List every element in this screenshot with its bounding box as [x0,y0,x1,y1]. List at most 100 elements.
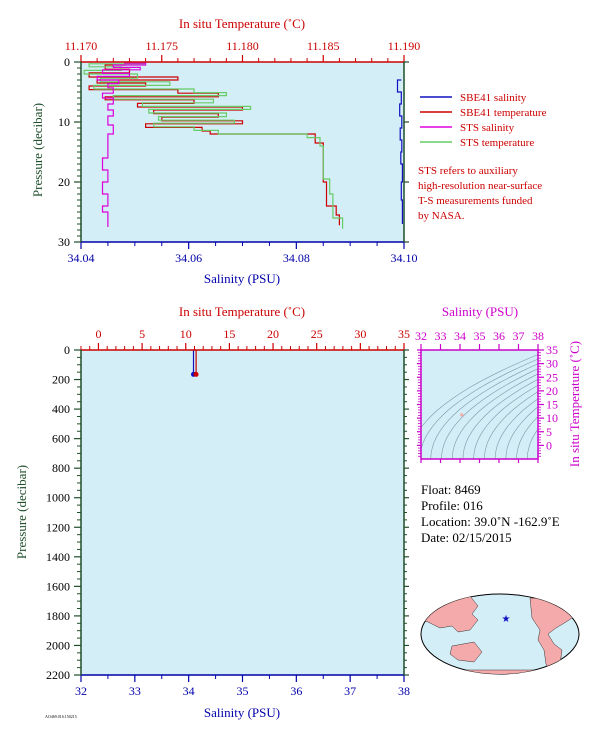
ts-contour-line [441,368,538,459]
bottom-left-tick-label: 2000 [46,638,70,652]
bottom-bottom-tick-label: 38 [398,684,410,698]
bottom-left-tick-label: 1200 [46,520,70,534]
bottom-top-tick-label: 0 [95,327,101,341]
ts-contour-line [473,384,538,459]
map-land-americas [529,597,579,674]
top-left-tick-label: 10 [58,115,70,129]
bottom-panel-bottom-axis-title: Salinity (PSU) [204,705,280,720]
ts-right-axis-title: In situ Temperature (˚C) [567,341,582,467]
top-bottom-tick-label: 34.06 [175,251,202,265]
bottom-panel-tick-labels: 32 33 34 35 36 37 38 0 5 10 15 20 25 30 35 0 200 400 600 80… [46,327,410,698]
top-bottom-tick-label: 34.08 [283,251,310,265]
ts-top-tick-label: 37 [513,329,525,343]
bottom-panel: 32 33 34 35 36 37 38 0 5 10 15 20 25 30 35 0 200 400 600 80… [14,304,410,720]
float-number: Float: 8469 [421,482,481,497]
ts-contour-line [451,373,538,459]
bottom-bottom-tick-label: 35 [237,684,249,698]
bottom-left-tick-label: 200 [52,373,70,387]
profile-date: Date: 02/15/2015 [421,530,512,545]
top-top-tick-label: 11.180 [226,39,259,53]
map-land-australia [449,641,483,663]
legend: SBE41 salinity SBE41 temperature STS sal… [418,92,547,222]
top-panel-tick-labels: 34.04 34.06 34.08 34.10 11.170 11.175 11.180 11… [58,39,420,265]
bottom-top-tick-label: 30 [354,327,366,341]
series-sts-salinity [96,62,147,227]
top-panel: 34.04 34.06 34.08 34.10 11.170 11.175 11.180 11… [30,16,420,286]
bottom-top-tick-label: 10 [180,327,192,341]
bottom-top-tick-label: 35 [398,327,410,341]
ts-contour-line [516,416,538,459]
ts-frame [420,349,539,460]
bottom-bottom-tick-label: 36 [290,684,302,698]
bottom-panel-series [191,350,199,377]
top-top-tick-label: 11.170 [65,39,98,53]
footer-code: AO469.016.150215 [45,714,77,719]
ts-contour-line [462,379,538,459]
ts-top-tick-label: 34 [454,329,466,343]
ts-top-tick-label: 36 [493,329,505,343]
top-panel-top-axis-title: In situ Temperature (˚C) [179,16,305,31]
series-sts-temperature [83,63,344,229]
bottom-left-tick-label: 1000 [46,491,70,505]
ts-point [460,413,464,417]
bottom-bottom-tick-label: 33 [129,684,141,698]
legend-label-sts-salinity: STS salinity [460,122,515,134]
series-sbe41-salinity [396,79,403,224]
ts-contour-line [505,406,538,459]
ts-contour-line [421,358,538,452]
ts-points [460,413,464,417]
ts-top-tick-label: 32 [415,329,427,343]
ts-density-contours [421,354,538,459]
top-top-tick-label: 11.190 [388,39,421,53]
bottom-top-tick-label: 25 [311,327,323,341]
world-map: ★ [420,593,580,675]
legend-label-sts-temperature: STS temperature [460,137,534,149]
float-position-marker: ★ [502,614,511,625]
ts-contour-line [484,391,538,459]
bottom-bottom-tick-label: 32 [75,684,87,698]
bottom-left-tick-label: 0 [64,343,70,357]
top-left-tick-label: 20 [58,175,70,189]
top-left-tick-label: 0 [64,55,70,69]
top-panel-left-axis-title: Pressure (decibar) [30,103,45,197]
legend-note-line-4: by NASA. [418,210,465,222]
legend-note-line-2: high-resolution near-surface [418,180,542,192]
profile-number: Profile: 016 [421,498,483,513]
ts-right-tick-label: 20 [546,384,558,398]
top-top-tick-label: 11.185 [307,39,340,53]
ts-right-tick-label: 0 [546,438,552,452]
bottom-panel-left-axis-title: Pressure (decibar) [14,465,29,559]
top-top-tick-label: 11.175 [145,39,178,53]
legend-label-sbe41-salinity: SBE41 salinity [460,92,527,104]
float-info: Float: 8469 Profile: 016 Location: 39.0˚… [421,482,560,545]
bottom-bottom-tick-label: 34 [183,684,195,698]
ts-right-tick-label: 5 [546,425,552,439]
ts-right-tick-label: 10 [546,411,558,425]
ts-right-tick-label: 35 [546,343,558,357]
bottom-top-tick-label: 20 [267,327,279,341]
top-panel-bottom-axis-title: Salinity (PSU) [204,271,280,286]
top-panel-series [83,62,403,229]
legend-label-sbe41-temperature: SBE41 temperature [460,107,547,119]
bottom-left-tick-label: 1800 [46,609,70,623]
bottom-top-tick-label: 5 [139,327,145,341]
ts-contour-line [421,354,538,429]
bottom-left-tick-label: 1400 [46,550,70,564]
map-land-antarctica [421,669,579,674]
bottom-panel-top-axis-title: In situ Temperature (˚C) [179,304,305,319]
ts-contour-line [527,428,538,459]
bottom-panel-plot-area [81,350,404,675]
top-panel-plot-area [81,62,404,242]
ts-right-tick-label: 25 [546,370,558,384]
ts-plot-area [421,350,538,459]
ts-top-tick-label: 38 [532,329,544,343]
bottom-top-tick-label: 15 [223,327,235,341]
series-endpoint-sbe41-temperature [193,371,199,377]
ts-right-tick-label: 30 [546,357,558,371]
legend-note-line-1: STS refers to auxiliary [418,165,518,177]
ts-contour-line [430,363,538,459]
ts-top-tick-label: 33 [435,329,447,343]
